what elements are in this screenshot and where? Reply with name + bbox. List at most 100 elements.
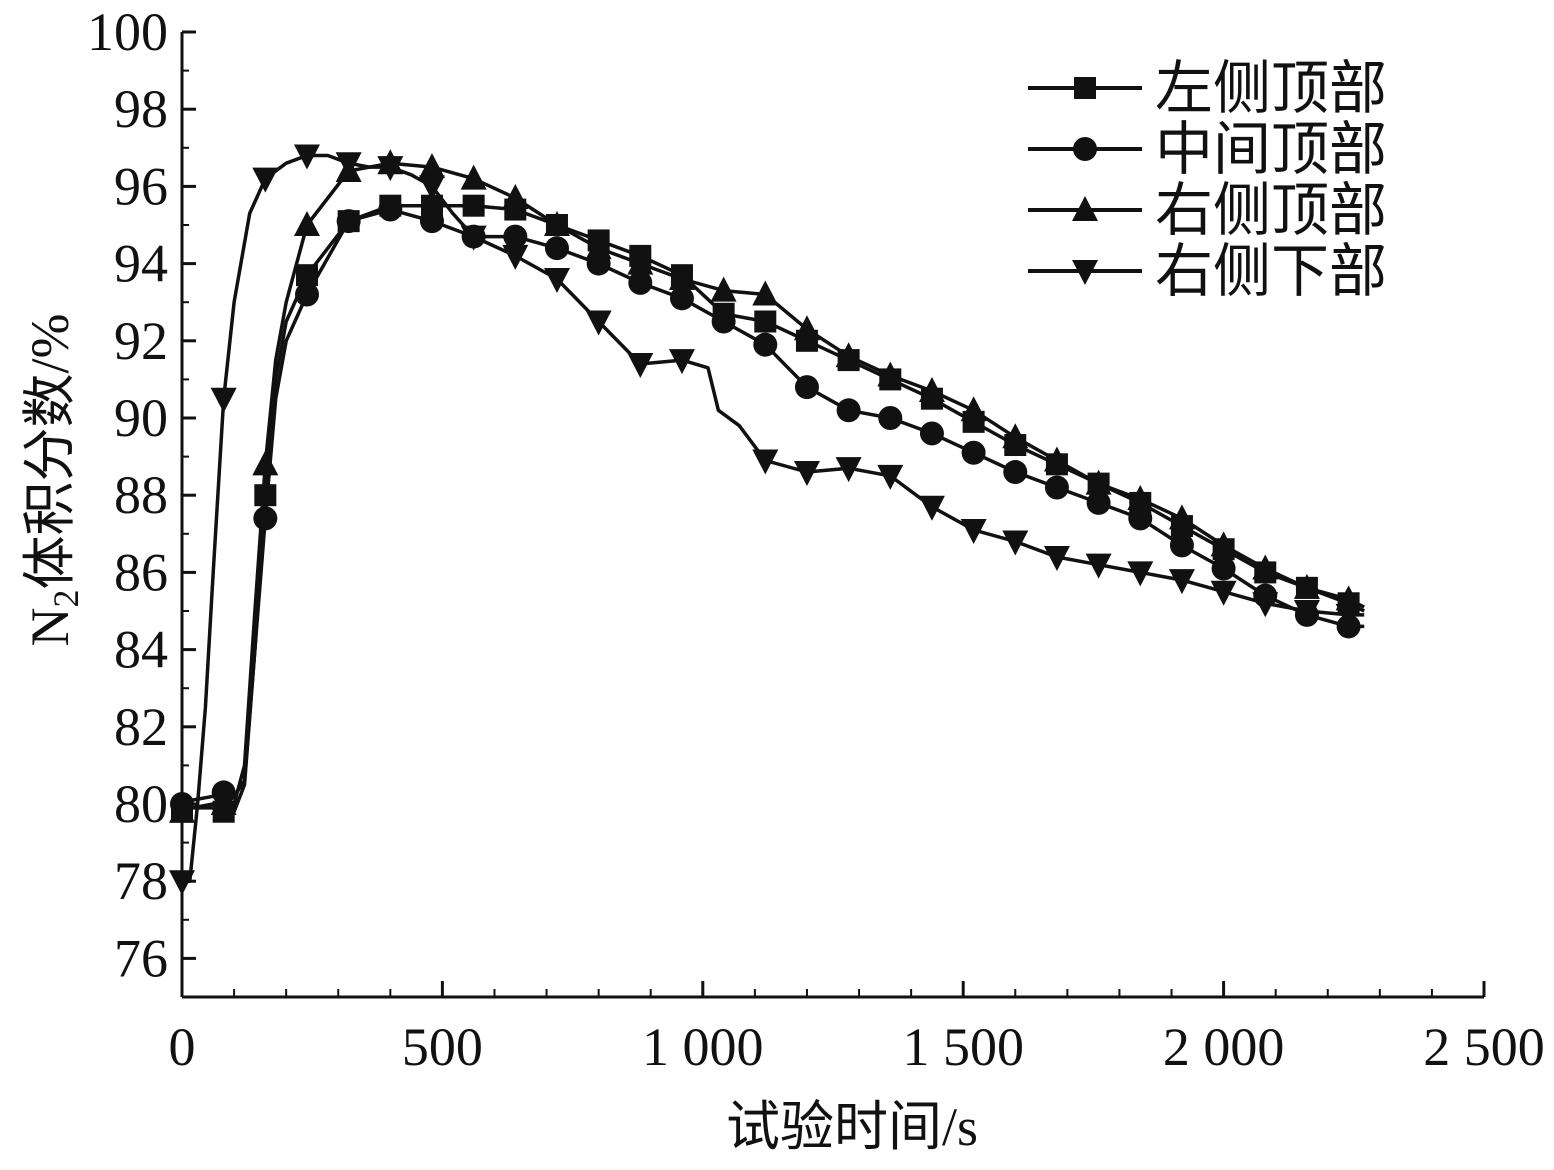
- x-tick-label: 2 500: [1423, 1017, 1545, 1077]
- data-point: [793, 315, 820, 341]
- x-tick-label: 2 000: [1163, 1017, 1285, 1077]
- data-point: [377, 156, 404, 182]
- y-tick-label: 96: [114, 156, 168, 216]
- y-tick-label: 88: [114, 465, 168, 525]
- data-point: [543, 211, 570, 236]
- data-point: [793, 461, 820, 487]
- data-point: [711, 309, 736, 334]
- data-point: [1043, 446, 1070, 472]
- data-point: [462, 194, 485, 217]
- data-point: [961, 440, 986, 465]
- y-tick-label: 76: [114, 928, 168, 988]
- series-layer: [169, 144, 1365, 896]
- x-tick-label: 1 000: [642, 1017, 764, 1077]
- x-tick-label: 500: [402, 1017, 483, 1077]
- x-axis-title: 试验时间/s: [726, 1097, 978, 1157]
- data-point: [293, 144, 320, 170]
- y-tick-label: 92: [114, 311, 168, 371]
- data-point: [1043, 545, 1070, 571]
- data-point: [418, 153, 445, 179]
- axes-layer: [180, 32, 1484, 999]
- data-point: [1293, 573, 1320, 599]
- y-tick-label: 100: [87, 2, 168, 62]
- data-point: [585, 310, 612, 336]
- data-point: [210, 790, 237, 815]
- data-point: [1211, 556, 1236, 581]
- y-tick-label: 82: [114, 697, 168, 757]
- data-point: [418, 175, 445, 201]
- data-point: [378, 197, 403, 222]
- data-point: [627, 249, 654, 275]
- data-point: [585, 234, 612, 260]
- data-point: [1168, 569, 1195, 595]
- legend-item: 右侧下部: [1028, 239, 1387, 304]
- y-tick-label: 80: [114, 774, 168, 834]
- legend-marker: [1073, 137, 1097, 161]
- data-point: [293, 211, 320, 236]
- data-point: [502, 183, 529, 209]
- y-tick-label: 78: [114, 851, 168, 911]
- data-point: [1210, 531, 1237, 557]
- data-point: [253, 506, 278, 531]
- data-point: [252, 167, 279, 193]
- data-point: [754, 310, 777, 333]
- x-tick-label: 0: [169, 1017, 196, 1077]
- legend-marker: [1074, 77, 1096, 99]
- legend-label: 右侧顶部: [1155, 178, 1387, 243]
- data-point: [960, 396, 987, 422]
- data-point: [1127, 561, 1154, 587]
- data-point: [460, 225, 487, 251]
- data-point: [169, 797, 195, 823]
- y-axis-title-main: N: [20, 608, 80, 647]
- data-point: [836, 398, 861, 423]
- data-point: [628, 270, 653, 295]
- data-point: [918, 495, 945, 521]
- data-point: [1085, 469, 1112, 495]
- legend-item: 中间顶部: [1028, 117, 1387, 182]
- data-point: [1127, 485, 1154, 511]
- data-point: [919, 421, 944, 446]
- data-point: [335, 152, 362, 178]
- data-point: [419, 209, 444, 234]
- legend-label: 左侧顶部: [1155, 56, 1387, 121]
- data-point: [1169, 533, 1194, 558]
- data-point: [543, 268, 570, 294]
- data-point: [710, 276, 737, 302]
- y-tick-label: 90: [114, 388, 168, 448]
- data-point: [1168, 504, 1195, 530]
- data-point: [877, 361, 904, 387]
- data-point: [460, 164, 487, 190]
- data-point: [502, 244, 529, 270]
- y-axis-title-rest: 体积分数/%: [20, 314, 80, 590]
- data-point: [794, 375, 819, 400]
- data-point: [210, 387, 237, 413]
- legend-marker: [1072, 196, 1098, 221]
- data-point: [668, 349, 695, 375]
- data-point: [668, 265, 695, 291]
- data-point: [1085, 553, 1112, 579]
- data-point: [1335, 603, 1362, 629]
- data-point: [503, 224, 528, 249]
- legend-item: 左侧顶部: [1028, 56, 1387, 121]
- data-point: [878, 406, 903, 430]
- data-point: [669, 286, 694, 311]
- legend-marker: [1072, 260, 1098, 285]
- data-point: [1252, 554, 1279, 580]
- data-point: [544, 236, 569, 261]
- x-tick-label: 1 500: [902, 1017, 1024, 1077]
- series-4: [169, 144, 1365, 896]
- data-point: [254, 484, 277, 507]
- data-point: [1210, 580, 1237, 606]
- data-point: [1086, 490, 1111, 515]
- data-point: [960, 518, 987, 544]
- data-point: [169, 870, 195, 896]
- data-point: [753, 332, 778, 357]
- data-point: [252, 450, 279, 476]
- data-point: [918, 376, 945, 402]
- legend-item: 右侧顶部: [1028, 178, 1387, 243]
- data-point: [294, 282, 319, 307]
